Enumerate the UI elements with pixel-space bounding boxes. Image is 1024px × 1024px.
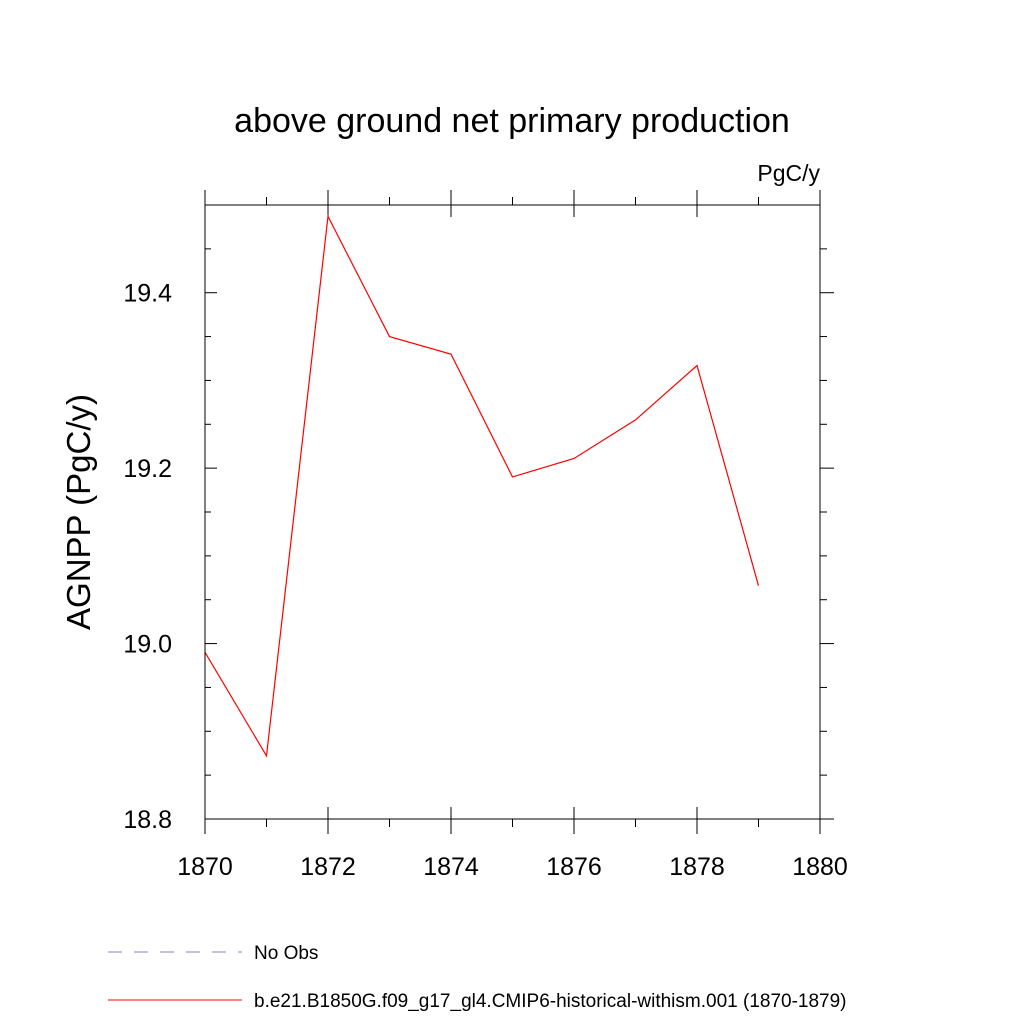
chart-title: above ground net primary production bbox=[234, 102, 790, 140]
y-tick-label: 19.2 bbox=[123, 455, 172, 483]
x-tick-label: 1878 bbox=[669, 853, 725, 881]
x-tick-label: 1870 bbox=[177, 853, 233, 881]
x-tick-label: 1872 bbox=[300, 853, 356, 881]
x-tick-labels: 1870 1872 1874 1876 1878 1880 bbox=[177, 853, 848, 881]
legend: No Obs b.e21.B1850G.f09_g17_gl4.CMIP6-his… bbox=[108, 943, 847, 1012]
units-label: PgC/y bbox=[757, 160, 820, 186]
y-tick-label: 18.8 bbox=[123, 806, 172, 834]
series-line bbox=[204, 214, 760, 758]
legend-label: No Obs bbox=[254, 943, 318, 964]
x-tick-label: 1874 bbox=[423, 853, 479, 881]
axis-ticks bbox=[204, 190, 834, 834]
y-axis-label: AGNPP (PgC/y) bbox=[60, 394, 97, 630]
x-tick-label: 1876 bbox=[546, 853, 602, 881]
y-tick-labels: 18.8 19.0 19.2 19.4 bbox=[123, 280, 172, 834]
y-tick-label: 19.4 bbox=[123, 280, 172, 308]
series-layer bbox=[204, 214, 760, 758]
y-tick-label: 19.0 bbox=[123, 631, 172, 659]
x-tick-label: 1880 bbox=[792, 853, 848, 881]
legend-label: b.e21.B1850G.f09_g17_gl4.CMIP6-historica… bbox=[254, 991, 847, 1012]
plot-frame bbox=[204, 204, 821, 820]
